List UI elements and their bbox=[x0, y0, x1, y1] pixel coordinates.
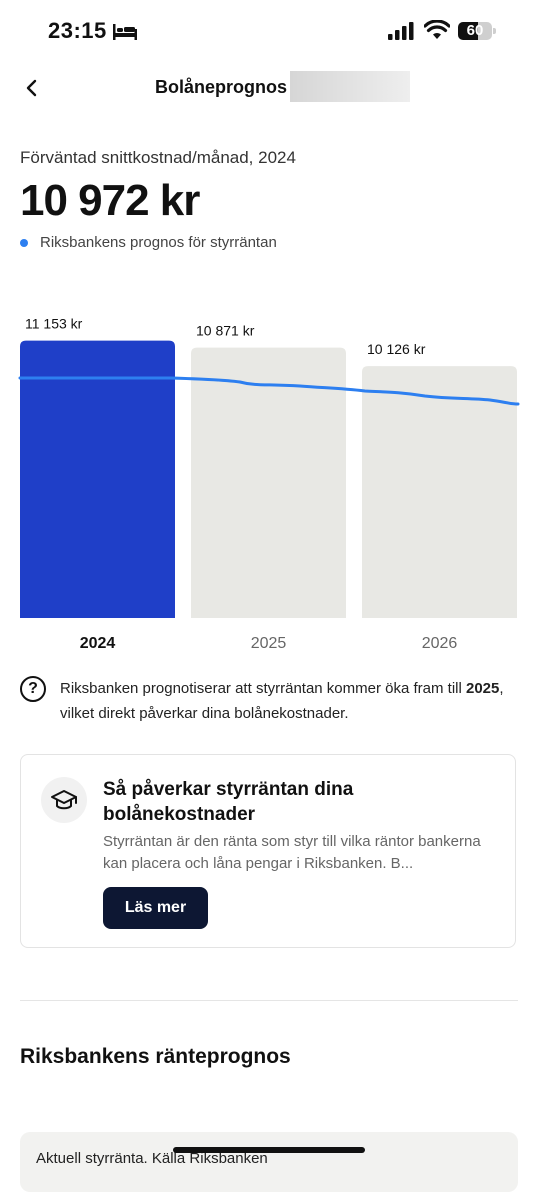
forecast-bar-chart: 11 153 kr 2024 10 871 kr 2025 10 126 kr 2026 bbox=[18, 316, 520, 652]
card-body: Styrräntan är den ränta som styr till vi… bbox=[103, 833, 481, 872]
chevron-left-icon bbox=[26, 79, 37, 97]
graduation-cap-icon bbox=[51, 790, 77, 810]
chart-legend: Riksbankens prognos för styrräntan bbox=[20, 234, 277, 251]
battery-icon: 60 bbox=[458, 22, 496, 40]
legend-label: Riksbankens prognos för styrräntan bbox=[40, 234, 277, 251]
forecast-line bbox=[18, 376, 520, 406]
x-axis-label-2025[interactable]: 2025 bbox=[251, 635, 287, 652]
read-more-button[interactable]: Läs mer bbox=[103, 887, 208, 929]
info-card: Så påverkar styrräntan dina bolånekostna… bbox=[20, 754, 516, 948]
bar-2024[interactable] bbox=[20, 340, 175, 618]
info-year: 2025 bbox=[466, 680, 500, 697]
status-time: 23:15 bbox=[48, 18, 107, 43]
redacted-area bbox=[290, 71, 410, 102]
summary-label: Förväntad snittkostnad/månad, 2024 bbox=[20, 148, 296, 167]
back-button[interactable] bbox=[18, 74, 46, 102]
current-rate-card[interactable]: Aktuell styrränta. Källa Riksbanken bbox=[20, 1132, 518, 1192]
card-icon-container bbox=[41, 777, 87, 823]
bar-value-label-2024: 11 153 kr bbox=[25, 316, 83, 332]
bar-value-label-2026: 10 126 kr bbox=[367, 341, 426, 357]
page-title: Bolåneprognos bbox=[155, 77, 288, 97]
nav-bar: Bolåneprognos bbox=[0, 64, 538, 112]
x-axis-label-2026[interactable]: 2026 bbox=[422, 635, 458, 652]
divider bbox=[20, 1000, 518, 1001]
home-indicator[interactable] bbox=[173, 1147, 365, 1153]
wifi-icon bbox=[424, 20, 450, 39]
bar-value-label-2025: 10 871 kr bbox=[196, 323, 255, 339]
cellular-signal-icon bbox=[388, 22, 414, 40]
battery-fill bbox=[458, 22, 479, 40]
card-title: Så påverkar styrräntan dina bolånekostna… bbox=[103, 779, 354, 825]
battery-level: 60 bbox=[466, 22, 484, 39]
section-title: Riksbankens ränteprognos bbox=[20, 1045, 291, 1068]
bed-icon bbox=[113, 24, 137, 40]
summary-value: 10 972 kr bbox=[20, 176, 200, 225]
status-bar: 23:15 60 bbox=[0, 0, 538, 64]
bar-2026[interactable] bbox=[362, 366, 517, 618]
legend-dot-icon bbox=[20, 238, 28, 247]
info-text: Riksbanken prognotiserar att styrräntan … bbox=[60, 680, 504, 722]
x-axis-label-2024[interactable]: 2024 bbox=[80, 635, 116, 652]
bar-2025[interactable] bbox=[191, 347, 346, 618]
info-note: ? Riksbanken prognotiserar att styrränta… bbox=[20, 676, 510, 726]
question-mark-icon[interactable]: ? bbox=[20, 676, 46, 702]
